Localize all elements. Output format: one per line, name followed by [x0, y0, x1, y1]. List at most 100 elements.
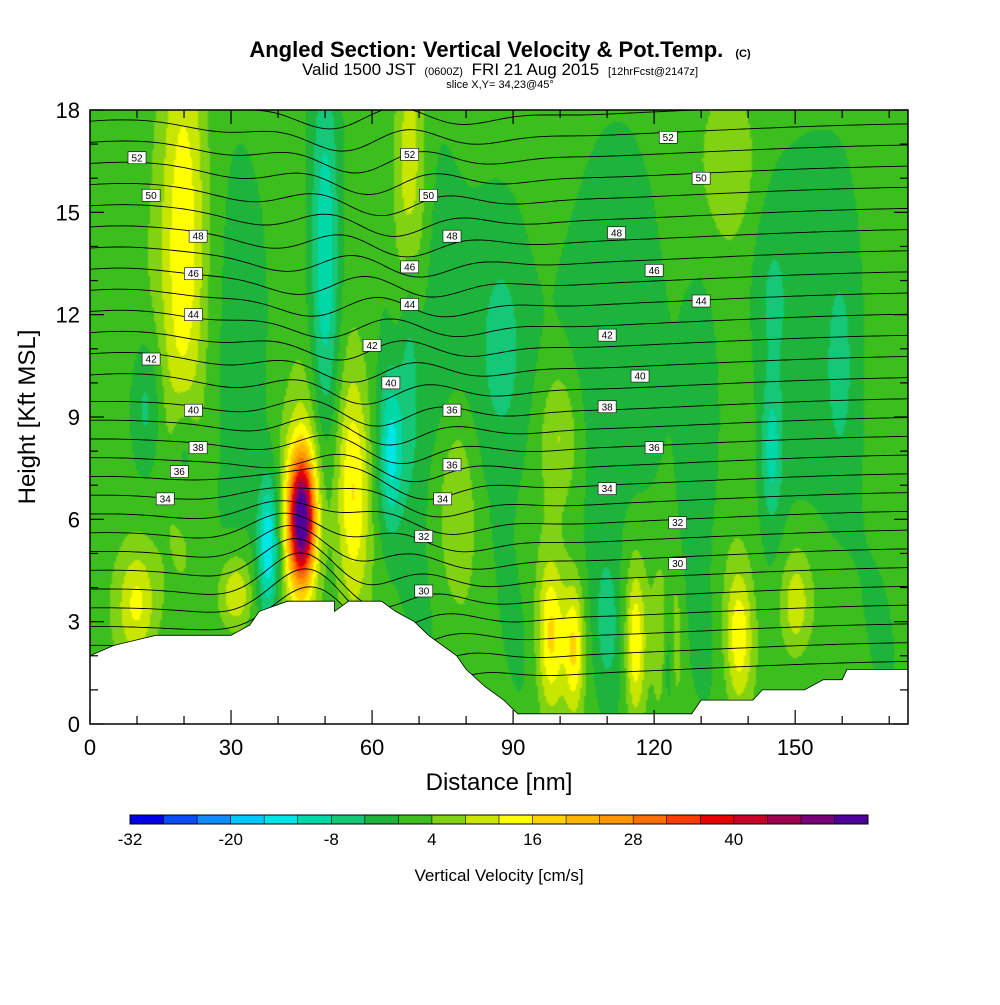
contour-label: 42	[362, 339, 382, 352]
contour-label-text: 44	[404, 300, 416, 311]
contour-label-box	[597, 482, 617, 495]
contour-label: 38	[597, 400, 617, 414]
contour-label-box	[668, 516, 687, 530]
plot-area: 5250484644424038363452504846444240363634…	[56, 98, 909, 760]
theta-contour-line	[90, 330, 908, 361]
contour-label-text: 34	[602, 484, 614, 495]
theta-contour-line	[90, 525, 908, 570]
contour-label-text: 48	[611, 228, 623, 239]
contour-label-text: 40	[634, 372, 646, 383]
colorbar-swatch	[633, 815, 668, 824]
contour-label-box	[184, 308, 203, 321]
theta-contour-line	[90, 182, 908, 217]
theta-contour-line	[90, 373, 908, 405]
contour-label-box	[127, 151, 147, 165]
colorbar-swatch	[700, 815, 735, 824]
x-tick-label: 60	[360, 735, 384, 760]
contour-label: 46	[184, 267, 203, 280]
contour-label-box	[188, 229, 208, 243]
colorbar-swatch	[130, 815, 165, 824]
contour-label: 36	[644, 441, 664, 454]
contour-label: 38	[188, 441, 208, 455]
x-axis-ticks: 0 30 60 90 120 150	[84, 110, 890, 760]
contour-label: 52	[658, 130, 678, 144]
theta-contour-line	[90, 486, 908, 518]
theta-contour-line	[90, 119, 908, 152]
contour-label-box	[630, 369, 650, 383]
contour-label-box	[188, 441, 208, 455]
contour-label-box	[597, 328, 617, 342]
contour-label-text: 36	[649, 443, 661, 454]
y-tick-label: 0	[68, 712, 80, 737]
contour-label: 48	[442, 229, 462, 243]
theta-contour-line	[90, 500, 908, 535]
potential-temperature-contours	[90, 110, 908, 688]
colorbar-swatch	[264, 815, 299, 824]
colorbar-swatch	[230, 815, 265, 824]
theta-contour-line	[90, 434, 908, 465]
contour-label: 42	[141, 352, 161, 366]
contour-label-box	[607, 226, 626, 240]
contour-label-text: 40	[188, 406, 200, 417]
colorbar-tick-label: 40	[724, 830, 743, 849]
contour-label: 50	[691, 171, 711, 185]
colorbar-swatch	[800, 815, 835, 824]
chart-subtitle: Valid 1500 JST (0600Z) FRI 21 Aug 2015 […	[302, 60, 698, 79]
chart-title: Angled Section: Vertical Velocity & Pot.…	[249, 37, 751, 62]
contour-label-text: 42	[146, 355, 158, 366]
theta-contour-line	[90, 398, 908, 427]
theta-contour-line	[90, 586, 908, 650]
colorbar-swatch	[834, 815, 869, 824]
contour-label-box	[414, 530, 434, 543]
theta-contour-line	[225, 110, 706, 130]
contour-label-text: 36	[446, 406, 458, 417]
contour-label-text: 46	[404, 262, 416, 273]
contour-label: 40	[184, 403, 203, 417]
contour-label: 40	[381, 376, 401, 389]
y-tick-label: 9	[68, 405, 80, 430]
contour-label-text: 36	[446, 460, 458, 471]
theta-contour-line	[90, 453, 908, 483]
contour-label-box	[362, 339, 382, 352]
contour-label-box	[170, 465, 189, 478]
contour-label-box	[442, 458, 462, 472]
y-tick-label: 15	[56, 200, 80, 225]
contour-label-text: 52	[131, 153, 143, 164]
contour-label-text: 36	[174, 467, 186, 478]
theta-contour-line	[90, 538, 908, 588]
contour-label-box	[597, 400, 617, 414]
contour-label-box	[442, 229, 462, 243]
contour-label: 44	[691, 294, 711, 308]
contour-label-text: 38	[193, 443, 205, 454]
contour-label: 36	[442, 403, 462, 417]
contour-label: 34	[155, 492, 175, 506]
colorbar-tick-label: -8	[324, 830, 339, 849]
y-tick-label: 3	[68, 610, 80, 635]
contour-label: 44	[184, 308, 203, 321]
colorbar-swatch	[297, 815, 332, 824]
contour-label-box	[644, 264, 664, 277]
y-tick-label: 18	[56, 98, 80, 123]
contour-label-box	[400, 260, 419, 274]
colorbar-tick-label: 28	[624, 830, 643, 849]
contour-label: 44	[400, 298, 419, 311]
x-axis-label: Distance [nm]	[426, 769, 573, 796]
colorbar-swatch	[331, 815, 366, 824]
y-axis-label: Height [Kft MSL]	[14, 330, 41, 505]
contour-label: 30	[414, 584, 434, 597]
x-tick-label: 90	[501, 735, 525, 760]
y-tick-label: 12	[56, 303, 80, 328]
contour-labels: 52 50 48 46 44 42 40 38 36 34 52 50 48 46 44 42 40 36 36 34…	[127, 130, 711, 597]
colorbar-swatch	[666, 815, 701, 824]
theta-contour-line	[90, 512, 908, 553]
theta-contour-line	[90, 309, 908, 339]
theta-contour-line	[90, 352, 908, 383]
contour-label: 48	[607, 226, 626, 240]
colorbar-swatch	[398, 815, 433, 824]
contour-label-text: 44	[696, 297, 708, 308]
theta-contour-line	[90, 246, 908, 278]
chart-slice-info: slice X,Y= 34,23@45°	[446, 79, 554, 91]
contour-label-box	[155, 492, 175, 506]
contour-label: 34	[433, 492, 452, 505]
